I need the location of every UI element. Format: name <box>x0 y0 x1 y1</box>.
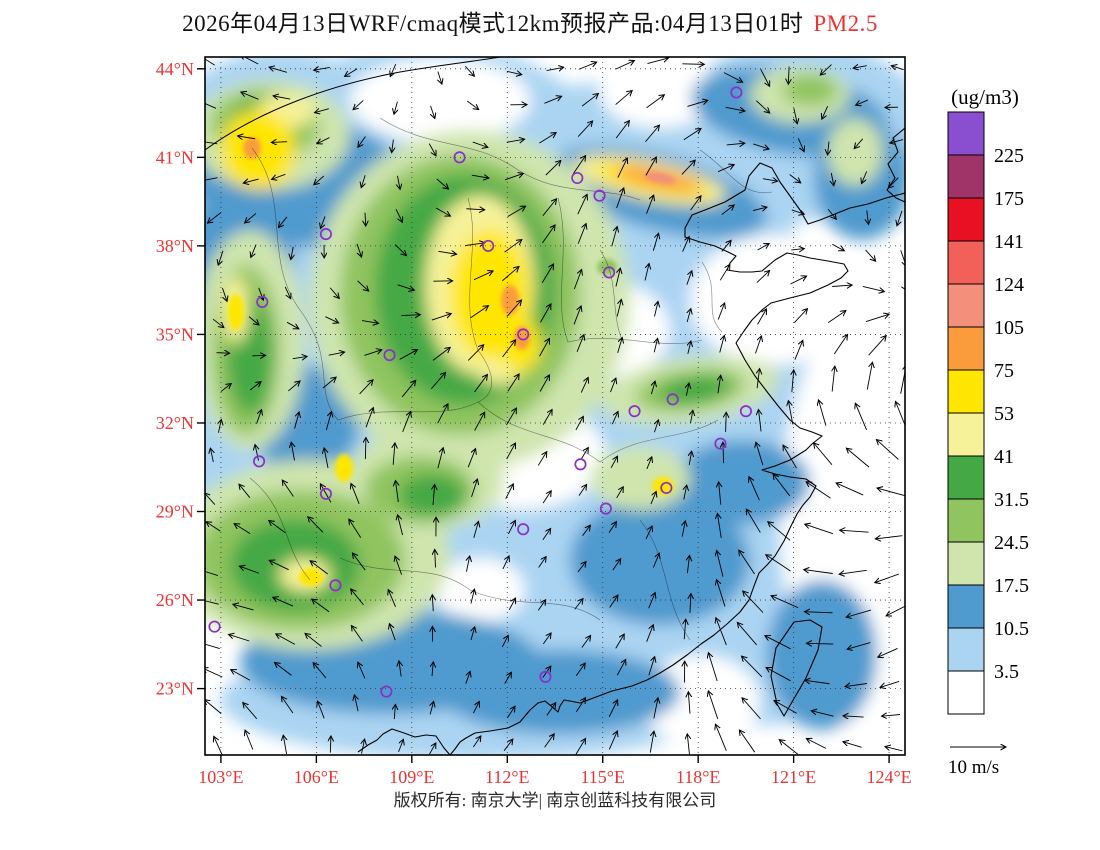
city-marker <box>256 295 269 309</box>
city-marker <box>319 487 332 500</box>
city-marker <box>660 481 673 494</box>
colorbar-value-label: 10.5 <box>994 618 1029 640</box>
city-marker <box>208 620 221 633</box>
colorbar-value-label: 17.5 <box>994 575 1029 597</box>
lat-tick-label: 35°N <box>156 324 194 344</box>
colorbar-cell <box>947 541 985 586</box>
city-marker <box>574 458 587 471</box>
colorbar-value-label: 175 <box>994 188 1024 210</box>
lon-tick-label: 106°E <box>294 767 339 787</box>
colorbar-cell <box>947 111 985 156</box>
pm25-concentration-field <box>205 57 905 755</box>
city-marker <box>593 189 606 202</box>
colorbar-value-label: 3.5 <box>994 661 1019 683</box>
lat-tick-label: 41°N <box>156 147 194 167</box>
lon-tick-label: 115°E <box>580 767 625 787</box>
colorbar-units-label: (ug/m3) <box>951 85 1019 109</box>
colorbar-value-label: 124 <box>994 274 1024 296</box>
colorbar-cell <box>947 240 985 285</box>
city-marker <box>517 523 530 536</box>
city-marker <box>666 393 679 406</box>
colorbar-cell <box>947 197 985 242</box>
city-marker <box>517 328 530 341</box>
city-marker <box>482 239 495 252</box>
lon-axis-labels: 103°E 106°E 109°E 112°E 115°E 118°E 121°E 124°E <box>198 767 911 787</box>
colorbar-cell <box>947 283 985 328</box>
colorbar-cell <box>947 154 985 199</box>
title-pollutant-label: PM2.5 <box>813 11 878 36</box>
colorbar-cell <box>947 412 985 457</box>
colorbar-value-label: 141 <box>994 231 1024 253</box>
copyright-text: 版权所有: 南京大学| 南京创蓝科技有限公司 <box>394 791 717 810</box>
city-marker <box>714 437 727 450</box>
lon-tick-label: 124°E <box>866 767 911 787</box>
colorbar-value-label: 225 <box>994 145 1024 167</box>
colorbar-cell <box>947 584 985 629</box>
city-marker <box>253 455 266 468</box>
lon-tick-label: 109°E <box>389 767 434 787</box>
lat-tick-label: 38°N <box>156 236 194 256</box>
lat-tick-label: 26°N <box>156 590 194 610</box>
title-main-text: 2026年04月13日WRF/cmaq模式12km预报产品:04月13日01时 <box>182 11 803 36</box>
lon-tick-label: 118°E <box>676 767 721 787</box>
city-marker <box>571 171 584 185</box>
province-boundaries <box>249 117 773 641</box>
city-marker <box>603 266 616 279</box>
taiwan-coastline <box>770 619 823 717</box>
wind-reference-label: 10 m/s <box>948 757 999 778</box>
field-large-blobs <box>205 57 905 755</box>
colorbar-value-label: 31.5 <box>994 489 1029 511</box>
city-marker <box>380 685 393 698</box>
colorbar-cell <box>947 326 985 371</box>
city-marker <box>539 670 552 683</box>
field-small-spots <box>228 137 676 586</box>
chart-title: 2026年04月13日WRF/cmaq模式12km预报产品:04月13日01时 P… <box>182 11 878 36</box>
lon-tick-label: 103°E <box>198 767 243 787</box>
city-marker <box>739 405 752 418</box>
colorbar-value-label: 75 <box>994 360 1014 382</box>
wind-reference-legend: 10 m/s <box>948 747 1006 778</box>
lat-axis-labels: 44°N 41°N 38°N 35°N 32°N 29°N 26°N 23°N <box>156 59 194 699</box>
colorbar-cell <box>947 498 985 543</box>
map-frame <box>204 56 906 756</box>
city-marker <box>599 502 612 515</box>
colorbar-cell <box>947 670 985 715</box>
city-markers <box>208 86 752 698</box>
lat-tick-label: 23°N <box>156 679 194 699</box>
wind-vector-field <box>205 57 905 755</box>
city-marker <box>383 349 396 362</box>
lon-tick-label: 121°E <box>771 767 816 787</box>
city-marker <box>730 86 743 99</box>
colorbar-value-label: 53 <box>994 403 1014 425</box>
lon-tick-label: 112°E <box>485 767 530 787</box>
colorbar-cell <box>947 369 985 414</box>
colorbar-value-label: 41 <box>994 446 1014 468</box>
colorbar: 225 175 141 124 105 75 53 41 31.5 24.5 17.5 10.5 3.5 <box>947 111 1029 715</box>
city-marker <box>319 228 332 241</box>
city-marker <box>329 579 342 592</box>
colorbar-cell <box>947 455 985 500</box>
lat-tick-label: 44°N <box>156 59 194 79</box>
colorbar-cell <box>947 627 985 672</box>
national-border <box>205 57 501 151</box>
colorbar-value-label: 105 <box>994 317 1024 339</box>
lat-tick-label: 32°N <box>156 413 194 433</box>
city-marker <box>453 151 466 164</box>
city-marker <box>628 405 641 418</box>
colorbar-value-label: 24.5 <box>994 532 1029 554</box>
lat-tick-label: 29°N <box>156 502 194 522</box>
